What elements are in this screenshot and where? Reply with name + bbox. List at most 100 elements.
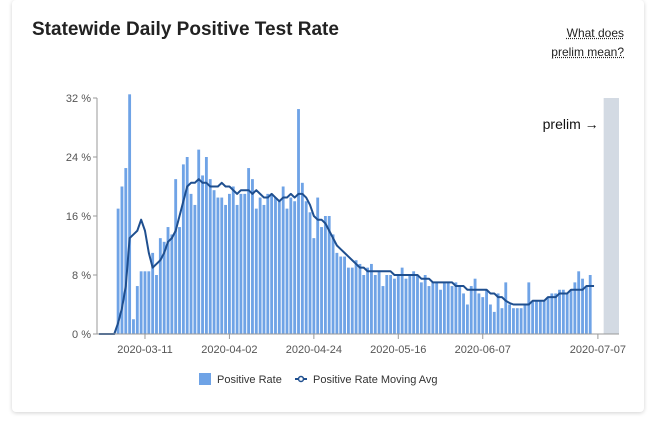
positive-rate-bar — [135, 286, 139, 334]
positive-rate-bar — [558, 289, 561, 334]
positive-rate-bar — [346, 267, 350, 335]
positive-rate-bar — [155, 275, 158, 334]
positive-rate-bar — [170, 234, 174, 334]
positive-rate-bar — [116, 208, 120, 335]
positive-rate-bar — [400, 267, 404, 335]
positive-rate-bar — [331, 234, 335, 334]
positive-rate-bar — [485, 289, 488, 334]
positive-rate-bar — [235, 204, 239, 334]
positive-rate-bar — [423, 275, 427, 334]
positive-rate-bar — [477, 293, 481, 334]
positive-rate-bar — [462, 293, 465, 334]
positive-rate-bar — [274, 197, 277, 334]
positive-rate-bar — [393, 278, 396, 334]
positive-rate-bar — [354, 260, 358, 334]
positive-rate-bar — [584, 286, 588, 334]
positive-rate-bar — [162, 241, 166, 334]
positive-rate-bar — [320, 227, 323, 334]
positive-rate-bar — [216, 197, 220, 334]
positive-rate-bar — [435, 282, 439, 335]
positive-rate-bar — [362, 275, 366, 334]
y-tick-label: 8 % — [72, 270, 91, 282]
positive-rate-bar — [389, 275, 393, 334]
legend-line-marker — [297, 375, 305, 383]
positive-rate-bar — [412, 271, 416, 334]
positive-rate-bar — [297, 109, 300, 334]
positive-rate-bar — [538, 300, 542, 334]
positive-rate-bar — [220, 197, 224, 334]
chart-title: Statewide Daily Positive Test Rate — [32, 19, 339, 40]
positive-rate-bar — [193, 204, 197, 334]
positive-rate-bar — [181, 164, 185, 335]
positive-rate-bar — [431, 282, 435, 335]
positive-rate-bar — [285, 208, 289, 335]
legend-line-label: Positive Rate Moving Avg — [313, 374, 438, 386]
positive-rate-bar — [454, 282, 458, 335]
positive-rate-bar — [508, 304, 512, 334]
positive-rate-bar — [577, 271, 581, 334]
positive-rate-bar — [519, 308, 523, 334]
positive-rate-bar — [527, 282, 531, 335]
positive-rate-bar — [465, 304, 469, 334]
positive-rate-bar — [228, 193, 231, 335]
y-tick-label: 24 % — [66, 152, 91, 164]
moving-average-line — [98, 178, 595, 335]
positive-rate-bar — [243, 193, 247, 335]
positive-rate-bar — [204, 157, 208, 334]
positive-rate-bar — [327, 216, 331, 334]
positive-rate-bar — [458, 286, 462, 334]
positive-rate-bar — [158, 238, 162, 335]
positive-rate-bar — [350, 267, 354, 335]
positive-rate-bar — [565, 293, 569, 334]
positive-rate-bar — [377, 271, 381, 334]
positive-rate-bar — [254, 208, 258, 335]
positive-rate-bar — [185, 157, 189, 334]
x-tick-label: 2020-06-07 — [455, 344, 511, 356]
positive-rate-bar — [239, 193, 243, 335]
y-tick-label: 32 % — [66, 93, 91, 105]
positive-rate-bar — [554, 293, 558, 334]
positive-rate-bar — [385, 275, 389, 334]
positive-rate-bar — [281, 186, 285, 334]
positive-rate-bar — [542, 300, 546, 334]
positive-rate-bar — [569, 289, 573, 334]
positive-rate-bar — [262, 204, 266, 334]
prelim-help-link[interactable]: What does prelim mean? — [551, 26, 624, 59]
positive-rate-bar — [489, 304, 492, 334]
legend-bar-label: Positive Rate — [217, 374, 282, 386]
y-tick-label: 16 % — [66, 211, 91, 223]
positive-rate-bar — [251, 179, 254, 335]
positive-rate-bar — [132, 319, 135, 334]
y-tick-label: 0 % — [72, 329, 91, 341]
positive-rate-bar — [373, 275, 377, 334]
positive-rate-bar — [573, 282, 577, 335]
positive-rate-bar — [247, 168, 251, 334]
positive-rate-bar — [289, 197, 293, 334]
positive-rate-bar — [293, 201, 297, 334]
positive-rate-bar — [523, 304, 527, 334]
chart-card: Statewide Daily Positive Test Rate What … — [12, 0, 644, 412]
positive-rate-bar — [439, 289, 442, 334]
positive-rate-bar — [208, 179, 212, 335]
positive-rate-bar — [335, 252, 339, 335]
positive-rate-bar — [561, 289, 565, 334]
positive-rate-bar — [358, 263, 362, 334]
positive-rate-bar — [128, 94, 132, 334]
positive-rate-bar — [120, 186, 124, 334]
positive-rate-bar — [300, 182, 304, 334]
prelim-label: prelim → — [543, 116, 599, 132]
positive-rate-bar — [512, 308, 515, 334]
positive-rate-bar — [492, 311, 496, 335]
positive-rate-bar — [231, 186, 235, 334]
positive-rate-bar — [546, 297, 550, 335]
positive-rate-bar — [147, 271, 151, 334]
positive-rate-bar — [504, 282, 508, 335]
positive-rate-bar — [212, 190, 216, 334]
positive-rate-bar — [174, 179, 178, 335]
positive-rate-bar — [339, 256, 343, 334]
positive-rate-bar — [366, 267, 370, 335]
positive-rate-bar — [535, 300, 538, 334]
positive-rate-bar — [404, 278, 408, 334]
positive-rate-bar — [450, 286, 454, 334]
